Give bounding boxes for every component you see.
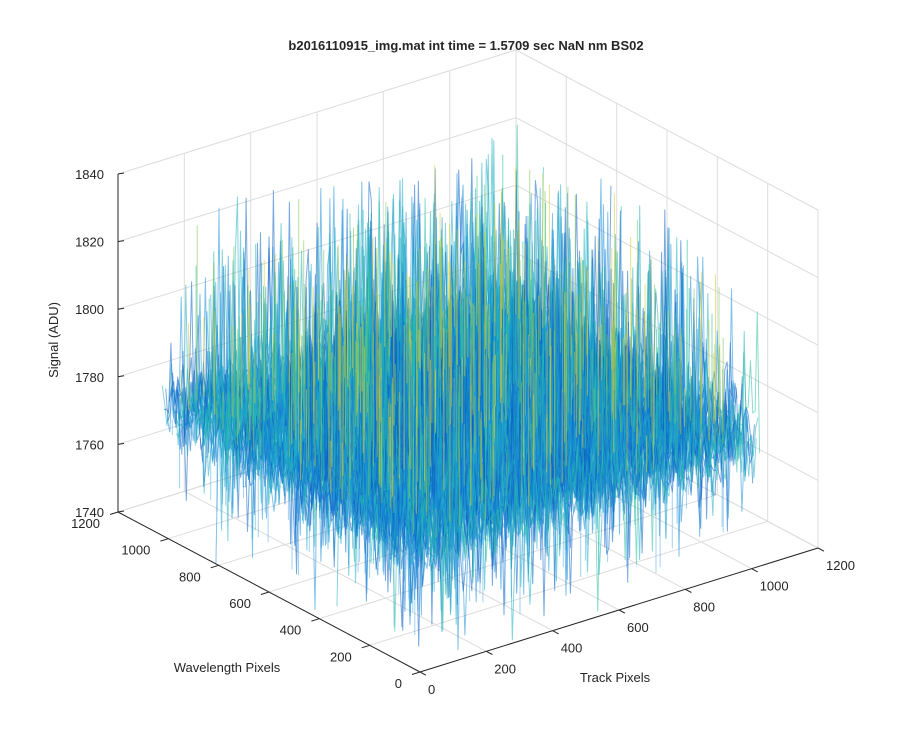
x-tick-mark	[618, 609, 626, 614]
x-tick-label: 0	[428, 682, 435, 697]
y-tick-label: 0	[395, 676, 402, 691]
y-tick-mark	[109, 511, 119, 515]
y-tick-mark	[260, 591, 270, 595]
y-tick-label: 400	[280, 623, 302, 638]
x-tick-label: 1000	[760, 579, 789, 594]
floor-grid-y	[319, 494, 718, 620]
tick-labels: 0 200 400 600 800 1000 1200 0 200 400 600 800 1000 12…	[71, 167, 855, 697]
z-tick-label: 1740	[75, 505, 104, 520]
z-tick-label: 1820	[75, 235, 104, 250]
z-tick-mark	[117, 172, 125, 175]
y-axis-label: Wavelength Pixels	[174, 660, 281, 675]
x-tick-mark	[751, 568, 758, 573]
y-tick-label: 800	[179, 569, 201, 584]
x-tick-mark	[552, 630, 559, 635]
floor-grid-y	[369, 520, 768, 646]
z-axis-label: Signal (ADU)	[46, 302, 61, 378]
y-tick-mark	[210, 564, 219, 569]
chart-title: b2016110915_img.mat int time = 1.5709 se…	[288, 38, 643, 53]
x-tick-label: 200	[494, 661, 516, 676]
surface	[161, 124, 761, 651]
x-tick-mark	[817, 547, 825, 552]
y-tick-mark	[361, 644, 370, 649]
z-tick-mark	[117, 510, 125, 513]
right-wall-grid-z	[515, 184, 819, 346]
z-tick-label: 1780	[75, 370, 104, 385]
x-axis-label: Track Pixels	[580, 670, 651, 685]
y-tick-label: 600	[229, 596, 251, 611]
z-tick-label: 1840	[75, 167, 104, 182]
x-tick-label: 400	[561, 641, 583, 656]
axes	[109, 172, 825, 676]
x-tick-mark	[419, 671, 427, 676]
y-tick-mark	[311, 618, 320, 622]
y-tick-label: 200	[330, 649, 352, 664]
surface-row	[419, 311, 761, 631]
z-tick-mark	[117, 240, 125, 243]
x-tick-label: 600	[627, 620, 649, 635]
y-tick-mark	[411, 671, 421, 675]
z-tick-mark	[117, 442, 125, 445]
y-tick-label: 1200	[71, 516, 100, 531]
back-wall-grid-z	[117, 49, 517, 175]
x-tick-label: 800	[693, 599, 715, 614]
x-tick-mark	[685, 588, 692, 593]
z-tick-label: 1800	[75, 302, 104, 317]
z-tick-mark	[117, 375, 125, 378]
right-wall-grid-z	[515, 49, 819, 211]
z-tick-label: 1760	[75, 437, 104, 452]
x-tick-label: 1200	[826, 558, 855, 573]
back-wall-grid-z	[117, 117, 517, 243]
y-tick-mark	[160, 538, 169, 542]
x-tick-mark	[486, 650, 493, 655]
y-tick-label: 1000	[121, 543, 150, 558]
z-tick-mark	[117, 307, 125, 310]
surface-row	[417, 330, 759, 605]
right-wall-grid-z	[515, 117, 819, 279]
